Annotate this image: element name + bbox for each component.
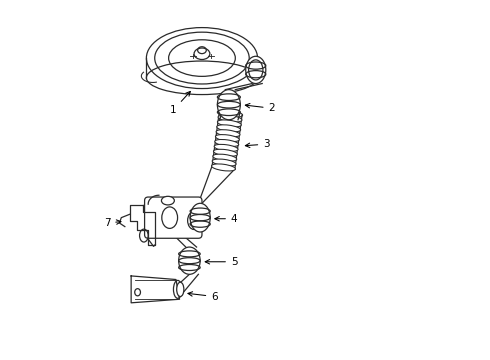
Polygon shape	[131, 276, 179, 303]
Text: 7: 7	[103, 218, 121, 228]
Ellipse shape	[245, 56, 266, 84]
Ellipse shape	[212, 164, 235, 171]
Ellipse shape	[214, 144, 238, 152]
Ellipse shape	[212, 159, 236, 166]
Ellipse shape	[147, 28, 258, 108]
Polygon shape	[130, 205, 155, 244]
Ellipse shape	[161, 196, 174, 205]
Text: 3: 3	[245, 139, 270, 149]
Ellipse shape	[194, 48, 210, 59]
Text: 6: 6	[188, 292, 218, 302]
Ellipse shape	[219, 110, 243, 117]
Ellipse shape	[213, 154, 237, 161]
Ellipse shape	[215, 139, 239, 147]
Text: 1: 1	[170, 91, 190, 115]
Text: 4: 4	[215, 214, 238, 224]
Ellipse shape	[218, 90, 240, 120]
Text: 2: 2	[245, 103, 275, 113]
Ellipse shape	[218, 120, 241, 127]
Ellipse shape	[217, 125, 241, 132]
Text: 5: 5	[205, 257, 238, 267]
Ellipse shape	[179, 247, 200, 274]
FancyBboxPatch shape	[145, 197, 202, 238]
Ellipse shape	[177, 282, 184, 297]
Ellipse shape	[190, 203, 210, 232]
Ellipse shape	[216, 135, 239, 141]
Ellipse shape	[218, 115, 242, 122]
Ellipse shape	[214, 149, 237, 156]
Ellipse shape	[216, 130, 240, 137]
